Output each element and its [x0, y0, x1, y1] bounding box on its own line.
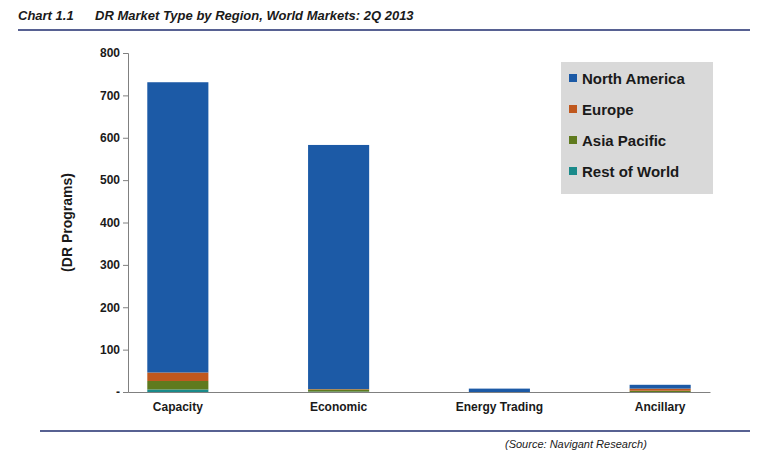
y-tick: 200: [100, 301, 128, 315]
legend-swatch: [569, 74, 577, 82]
chart-number: Chart 1.1: [18, 8, 74, 23]
legend-label: North America: [582, 70, 685, 87]
legend-label: Rest of World: [582, 163, 679, 180]
legend-swatch: [569, 167, 577, 175]
bar-segment: [630, 391, 691, 392]
y-tick-label: 700: [100, 89, 120, 103]
x-tick: Economic: [310, 392, 368, 414]
y-tick-label: 300: [100, 258, 120, 272]
y-tick-mark: [123, 223, 128, 224]
x-tick: Capacity: [153, 392, 203, 414]
y-tick-mark: [123, 53, 128, 54]
bar-segment: [147, 389, 208, 392]
bar-segment: [147, 381, 208, 389]
bar-segment: [630, 385, 691, 389]
y-tick: 600: [100, 131, 128, 145]
y-tick: -: [116, 385, 128, 399]
y-axis-title: (DR Programs): [59, 173, 75, 272]
y-tick: 300: [100, 258, 128, 272]
x-tick: Energy Trading: [456, 392, 543, 414]
y-tick-mark: [123, 350, 128, 351]
x-tick-label: Ancillary: [635, 400, 686, 414]
title: DR Market Type by Region, World Markets:…: [95, 8, 414, 23]
y-tick-label: 800: [100, 46, 120, 60]
bar-segment: [147, 373, 208, 381]
y-tick-mark: [123, 392, 128, 393]
bar-segment: [308, 145, 369, 389]
footer-rule: [40, 430, 750, 432]
y-tick-mark: [123, 307, 128, 308]
y-tick: 400: [100, 216, 128, 230]
legend: North America Europe Asia Pacific Rest of W…: [561, 62, 713, 194]
y-axis-line: [123, 54, 129, 393]
y-tick: 700: [100, 89, 128, 103]
bar-segment: [630, 392, 691, 393]
header-rule: [18, 29, 750, 31]
y-tick: 500: [100, 173, 128, 187]
legend-swatch: [569, 105, 577, 113]
bar-segment: [147, 82, 208, 372]
y-tick-mark: [123, 138, 128, 139]
y-tick-label: 400: [100, 216, 120, 230]
chart: Chart 1.1 DR Market Type by Region, World…: [0, 0, 766, 458]
x-tick-label: Capacity: [153, 400, 203, 414]
y-tick-label: -: [116, 385, 120, 399]
y-tick: 800: [100, 46, 128, 60]
bar-segment: [308, 389, 369, 391]
legend-box: [561, 62, 713, 194]
x-tick-label: Economic: [310, 400, 368, 414]
x-axis-line: [129, 392, 711, 393]
y-axis: - 100 200 300 400 500 600 700 800: [100, 46, 129, 399]
bar-segment: [630, 389, 691, 391]
y-tick-mark: [123, 95, 128, 96]
y-tick-label: 200: [100, 301, 120, 315]
source: (Source: Navigant Research): [505, 438, 647, 450]
y-tick-label: 100: [100, 343, 120, 357]
legend-label: Europe: [582, 101, 634, 118]
legend-label: Asia Pacific: [582, 132, 666, 149]
y-tick-label: 600: [100, 131, 120, 145]
x-tick-label: Energy Trading: [456, 400, 543, 414]
x-axis: Capacity Economic Energy Trading Ancillary: [129, 392, 711, 414]
bar-segment: [469, 389, 530, 392]
x-tick: Ancillary: [635, 392, 686, 414]
y-tick-label: 500: [100, 173, 120, 187]
y-tick: 100: [100, 343, 128, 357]
y-tick-mark: [123, 180, 128, 181]
legend-swatch: [569, 136, 577, 144]
y-tick-mark: [123, 265, 128, 266]
